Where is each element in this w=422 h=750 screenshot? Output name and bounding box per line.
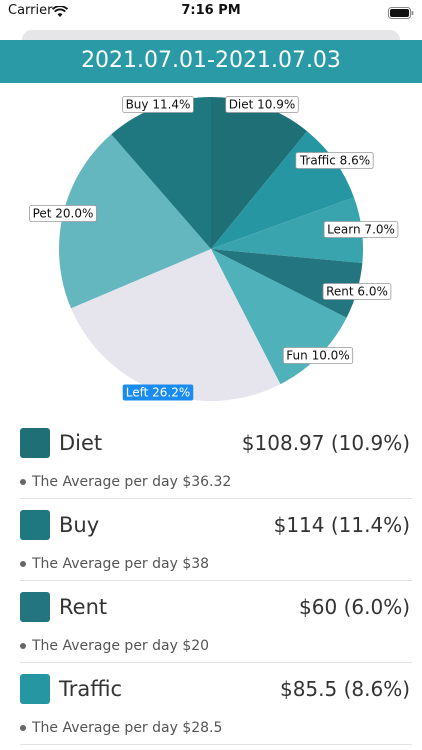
battery-icon <box>388 4 414 23</box>
category-name: Diet <box>59 431 103 455</box>
pie-slice-buy[interactable] <box>111 97 211 249</box>
divider <box>20 662 412 663</box>
category-color-swatch <box>20 592 50 622</box>
list-item[interactable]: Buy $114 (11.4%) The Average per day $38 <box>20 502 412 584</box>
date-range-title[interactable]: 2021.07.01-2021.07.03 <box>81 48 341 73</box>
bullet-icon <box>20 479 26 485</box>
pie-slice-rent[interactable] <box>211 249 363 318</box>
bullet-icon <box>20 725 26 731</box>
pie-slice-diet[interactable] <box>211 97 308 249</box>
divider <box>20 498 412 499</box>
pie-label-pet: Pet 20.0% <box>29 205 97 222</box>
bullet-icon <box>20 561 26 567</box>
average-per-day: The Average per day $38 <box>20 555 209 573</box>
status-bar: Carrier 7:16 PM <box>0 0 422 22</box>
list-item[interactable]: Rent $60 (6.0%) The Average per day $20 <box>20 584 412 666</box>
category-name: Rent <box>59 595 108 619</box>
svg-text:Pet 20.0%: Pet 20.0% <box>33 207 94 221</box>
pie-chart[interactable]: Diet 10.9% Traffic 8.6% Learn 7.0% Rent 6.0… <box>0 83 422 413</box>
pie-label-fun: Fun 10.0% <box>282 347 354 364</box>
svg-text:Fun 10.0%: Fun 10.0% <box>286 349 349 363</box>
category-amount: $108.97 (10.9%) <box>241 431 410 455</box>
category-amount: $60 (6.0%) <box>299 595 410 619</box>
bullet-icon <box>20 643 26 649</box>
category-color-swatch <box>20 674 50 704</box>
category-name: Traffic <box>59 677 123 701</box>
svg-text:Rent 6.0%: Rent 6.0% <box>326 285 388 299</box>
wifi-icon <box>51 3 69 22</box>
header-bar: 2021.07.01-2021.07.03 <box>0 40 422 83</box>
pie-label-learn: Learn 7.0% <box>323 221 399 238</box>
pie-label-buy: Buy 11.4% <box>122 96 194 113</box>
category-color-swatch <box>20 428 50 458</box>
pie-slice-left[interactable] <box>71 249 281 402</box>
average-per-day: The Average per day $36.32 <box>20 473 231 491</box>
svg-text:Buy 11.4%: Buy 11.4% <box>126 98 191 112</box>
pie-slice-learn[interactable] <box>211 197 363 264</box>
svg-text:Traffic 8.6%: Traffic 8.6% <box>299 154 370 168</box>
pie-slice-pet[interactable] <box>59 134 211 309</box>
category-amount: $114 (11.4%) <box>273 513 410 537</box>
category-name: Buy <box>59 513 100 537</box>
average-per-day: The Average per day $20 <box>20 637 209 655</box>
pie-label-traffic: Traffic 8.6% <box>295 152 374 169</box>
list-item[interactable]: Diet $108.97 (10.9%) The Average per day $… <box>20 420 412 502</box>
divider <box>20 580 412 581</box>
svg-text:Learn 7.0%: Learn 7.0% <box>327 223 395 237</box>
category-color-swatch <box>20 510 50 540</box>
average-per-day: The Average per day $28.5 <box>20 719 222 737</box>
category-amount: $85.5 (8.6%) <box>279 677 410 701</box>
divider <box>20 744 412 745</box>
pie-label-diet: Diet 10.9% <box>225 96 299 113</box>
carrier-label: Carrier <box>8 3 53 18</box>
status-time: 7:16 PM <box>181 3 241 18</box>
list-item[interactable]: Traffic $85.5 (8.6%) The Average per day $… <box>20 666 412 748</box>
pie-label-rent: Rent 6.0% <box>322 283 392 300</box>
svg-text:Diet 10.9%: Diet 10.9% <box>229 98 296 112</box>
svg-text:Left 26.2%: Left 26.2% <box>126 386 191 400</box>
pie-label-left: Left 26.2% <box>122 384 194 401</box>
